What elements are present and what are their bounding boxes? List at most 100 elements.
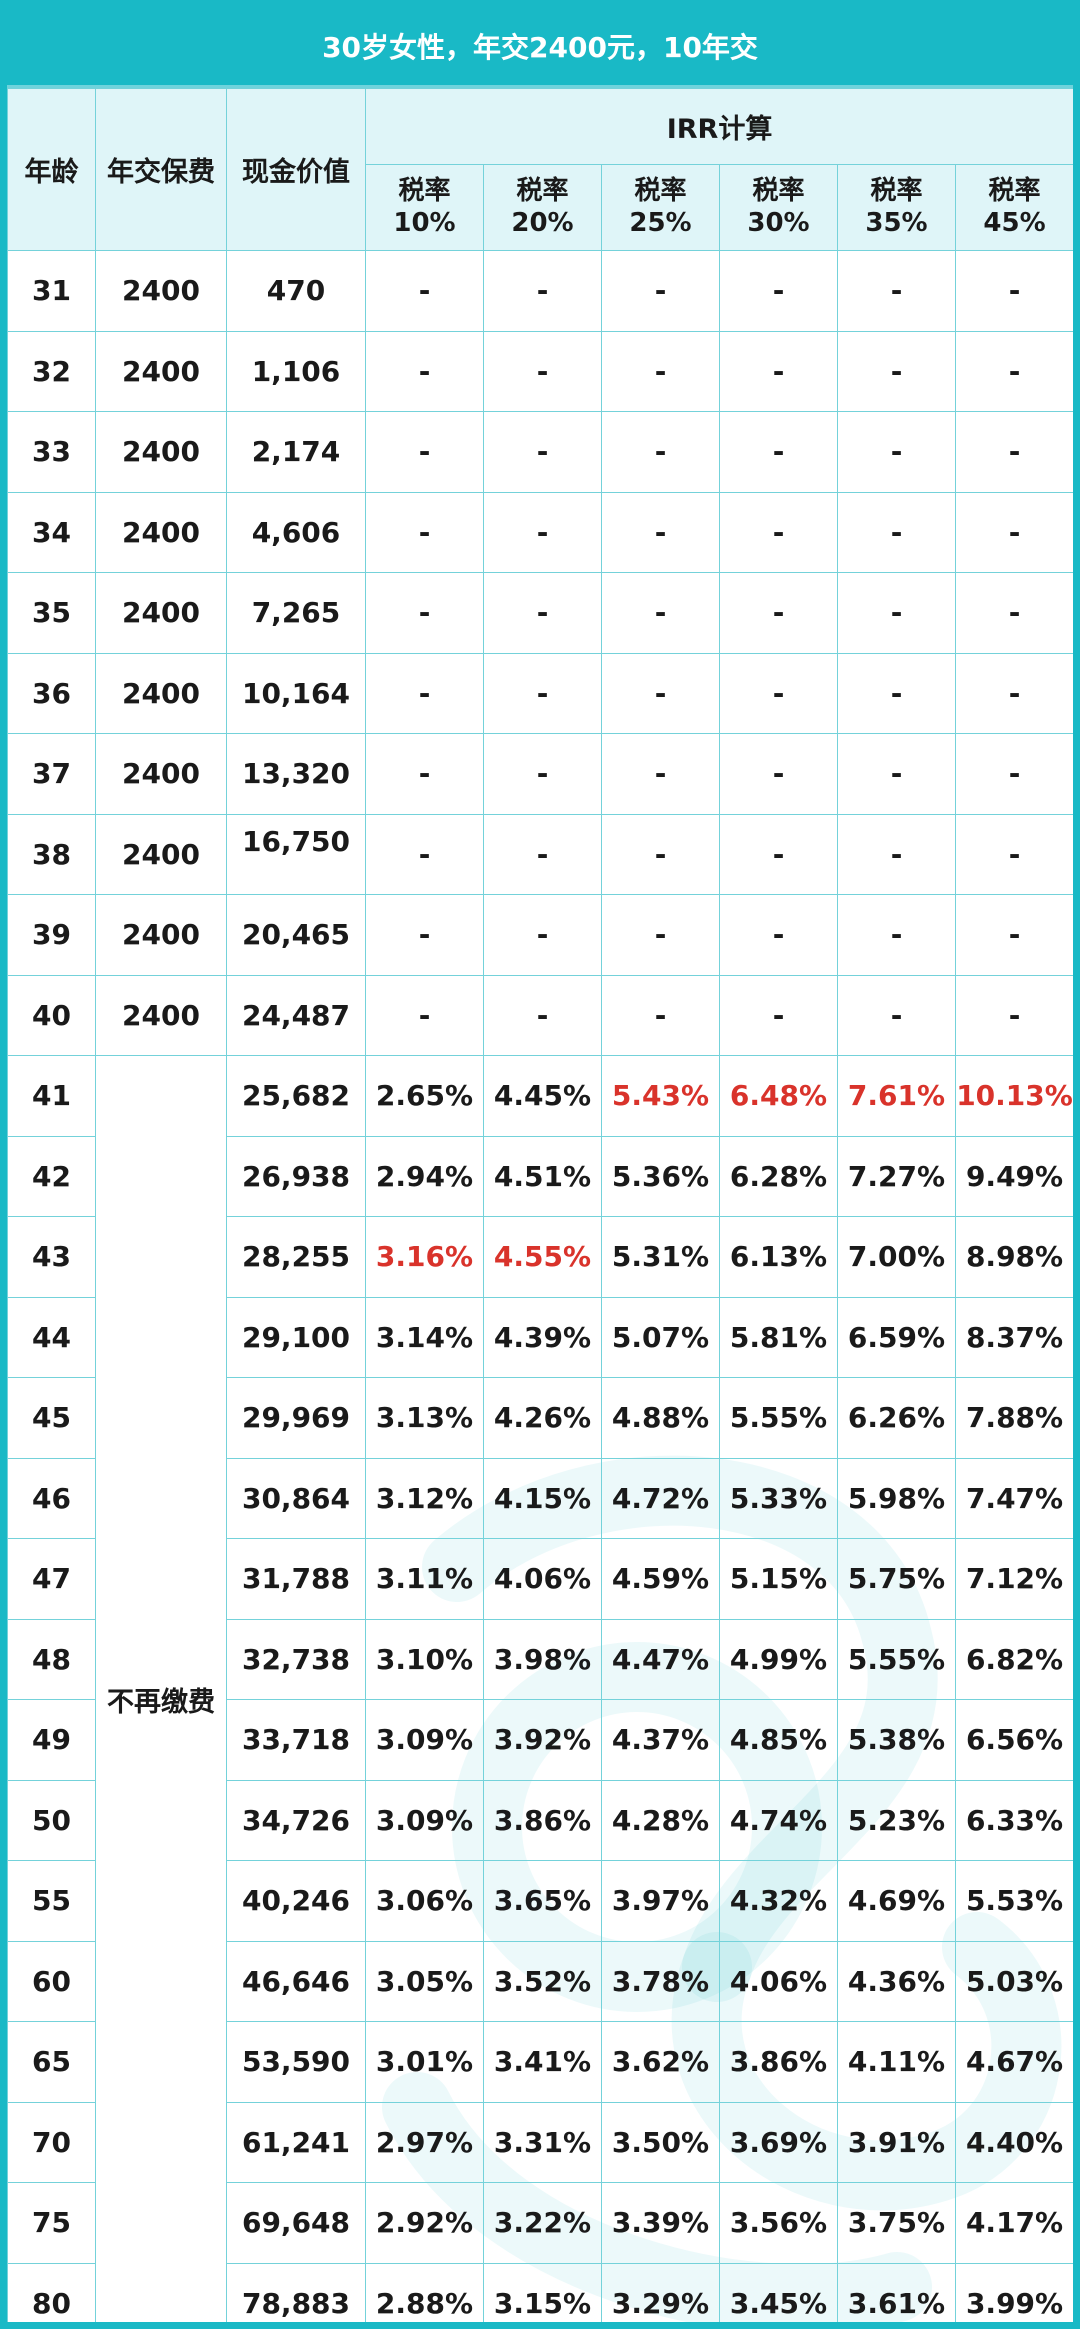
irr-cell: -: [954, 491, 1073, 573]
table-row: 35 2400 7,265- - - - - -: [7, 572, 1073, 654]
rate-label: 税率: [752, 176, 805, 207]
age-cell: 33: [7, 411, 96, 493]
table-body: 31 2400 470- - - - - -32 2400 1,106- - - - - -33 2400 2,…: [7, 250, 1073, 2322]
cash-value-cell: 40,246: [226, 1860, 366, 1942]
irr-cell: 4.51%: [483, 1135, 602, 1217]
cash-value-cell: 31,788: [226, 1538, 366, 1620]
rate-label: 税率: [988, 176, 1041, 207]
irr-cell: 8.37%: [954, 1296, 1073, 1378]
irr-cell: 10.13%: [954, 1055, 1073, 1137]
irr-cell: 3.52%: [483, 1940, 602, 2022]
irr-cell: -: [483, 652, 602, 734]
irr-cell: 3.15%: [483, 2262, 602, 2322]
irr-cell: 5.23%: [837, 1779, 956, 1861]
irr-cell: -: [483, 813, 602, 895]
premium-cell: 2400: [95, 491, 227, 573]
irr-cell: -: [719, 894, 838, 976]
irr-cell: 3.75%: [837, 2182, 956, 2264]
rate-label: 税率: [398, 176, 451, 207]
irr-cell: 7.47%: [954, 1457, 1073, 1539]
irr-cell: 4.11%: [837, 2021, 956, 2103]
irr-cell: 4.37%: [601, 1699, 720, 1781]
irr-cell: 7.12%: [954, 1538, 1073, 1620]
irr-cell: 2.97%: [365, 2101, 484, 2183]
irr-cell: 5.07%: [601, 1296, 720, 1378]
premium-cell: 2400: [95, 572, 227, 654]
table-row: 75 69,648 2.92% 3.22% 3.39% 3.56% 3.75% 4.17%: [7, 2182, 1073, 2264]
irr-cell: 5.15%: [719, 1538, 838, 1620]
table-row: 65 53,590 3.01% 3.41% 3.62% 3.86% 4.11% 4.67%: [7, 2021, 1073, 2103]
irr-cell: -: [719, 330, 838, 412]
irr-cell: -: [837, 652, 956, 734]
irr-cell: -: [601, 894, 720, 976]
irr-cell: 5.98%: [837, 1457, 956, 1539]
premium-cell: 2400: [95, 411, 227, 493]
premium-cell: 2400: [95, 974, 227, 1056]
irr-cell: 3.22%: [483, 2182, 602, 2264]
irr-cell: 6.48%: [719, 1055, 838, 1137]
irr-cell: 6.13%: [719, 1216, 838, 1298]
irr-cell: 3.98%: [483, 1618, 602, 1700]
irr-cell: -: [483, 411, 602, 493]
irr-cell: 5.55%: [719, 1377, 838, 1459]
irr-cell: 2.88%: [365, 2262, 484, 2322]
irr-cell: 5.38%: [837, 1699, 956, 1781]
age-cell: 43: [7, 1216, 96, 1298]
irr-cell: -: [601, 652, 720, 734]
cash-value-cell: 10,164: [226, 652, 366, 734]
irr-cell: 3.31%: [483, 2101, 602, 2183]
irr-cell: 5.31%: [601, 1216, 720, 1298]
table-row: 50 34,726 3.09% 3.86% 4.28% 4.74% 5.23% 6.33%: [7, 1779, 1073, 1861]
cash-value-cell: 25,682: [226, 1055, 366, 1137]
cash-value-cell: 13,320: [226, 733, 366, 815]
irr-cell: -: [483, 250, 602, 332]
cash-value-cell: 29,969: [226, 1377, 366, 1459]
irr-cell: 5.75%: [837, 1538, 956, 1620]
age-cell: 41: [7, 1055, 96, 1137]
irr-cell: 3.92%: [483, 1699, 602, 1781]
irr-cell: 6.56%: [954, 1699, 1073, 1781]
cash-value-cell: 24,487: [226, 974, 366, 1056]
age-cell: 46: [7, 1457, 96, 1539]
rate-value: 35%: [865, 207, 928, 238]
rate-label: 税率: [634, 176, 687, 207]
irr-cell: -: [837, 974, 956, 1056]
cash-value-cell: 33,718: [226, 1699, 366, 1781]
irr-cell: -: [719, 572, 838, 654]
irr-cell: -: [719, 491, 838, 573]
irr-cell: 2.92%: [365, 2182, 484, 2264]
irr-cell: -: [601, 733, 720, 815]
irr-table: 年龄 年交保费 现金价值 IRR计算 税率 10% 税率 20% 税率 25% 税率 3…: [7, 88, 1073, 2322]
irr-cell: -: [719, 652, 838, 734]
irr-cell: 6.59%: [837, 1296, 956, 1378]
irr-cell: 3.16%: [365, 1216, 484, 1298]
table-row: 47 31,788 3.11% 4.06% 4.59% 5.15% 5.75% 7.12%: [7, 1538, 1073, 1620]
rate-label: 税率: [516, 176, 569, 207]
irr-cell: 8.98%: [954, 1216, 1073, 1298]
table-row: 60 46,646 3.05% 3.52% 3.78% 4.06% 4.36% 5.03%: [7, 1940, 1073, 2022]
premium-cell: 2400: [95, 733, 227, 815]
irr-cell: -: [719, 733, 838, 815]
irr-cell: 7.27%: [837, 1135, 956, 1217]
table-row: 80 78,883 2.88% 3.15% 3.29% 3.45% 3.61% 3.99%: [7, 2262, 1073, 2322]
irr-cell: -: [954, 733, 1073, 815]
cash-value-cell: 53,590: [226, 2021, 366, 2103]
header-rate-10: 税率 10%: [365, 164, 484, 251]
irr-cell: -: [365, 250, 484, 332]
age-cell: 80: [7, 2262, 96, 2322]
irr-cell: -: [483, 330, 602, 412]
age-cell: 40: [7, 974, 96, 1056]
table-row: 55 40,246 3.06% 3.65% 3.97% 4.32% 4.69% 5.53%: [7, 1860, 1073, 1942]
irr-cell: 7.88%: [954, 1377, 1073, 1459]
cash-value-cell: 7,265: [226, 572, 366, 654]
table-row: 37 2400 13,320- - - - - -: [7, 733, 1073, 815]
irr-cell: 4.40%: [954, 2101, 1073, 2183]
cash-value-cell: 69,648: [226, 2182, 366, 2264]
irr-cell: -: [719, 250, 838, 332]
table-row: 39 2400 20,465- - - - - -: [7, 894, 1073, 976]
header-rate-25: 税率 25%: [601, 164, 720, 251]
cash-value-cell: 29,100: [226, 1296, 366, 1378]
irr-cell: 4.26%: [483, 1377, 602, 1459]
irr-cell: -: [601, 974, 720, 1056]
